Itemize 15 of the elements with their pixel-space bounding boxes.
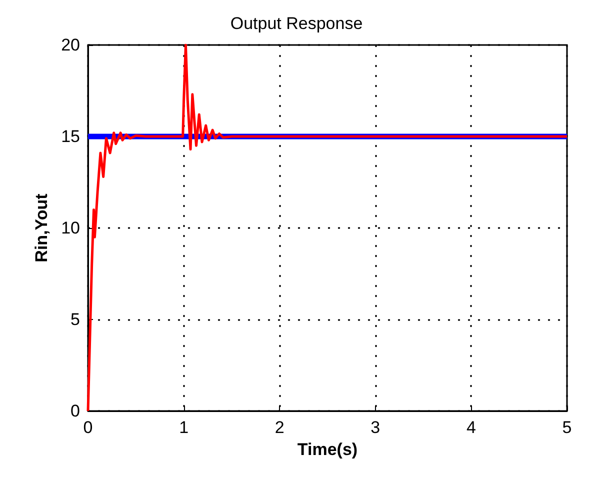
x-tick-label: 1 <box>179 418 189 437</box>
y-tick-label: 15 <box>61 127 80 146</box>
x-axis-title: Time(s) <box>297 440 358 459</box>
x-tick-label: 0 <box>83 418 93 437</box>
x-tick-label: 4 <box>466 418 476 437</box>
x-tick-label: 3 <box>370 418 380 437</box>
y-tick-label: 5 <box>70 310 80 329</box>
line-series <box>86 44 568 412</box>
y-tick-label: 10 <box>61 218 80 238</box>
x-tick-label: 2 <box>274 418 284 437</box>
y-axis-title: Rin,Yout <box>32 193 52 262</box>
y-tick-label: 20 <box>61 36 80 54</box>
x-tick-label: 5 <box>562 418 572 437</box>
chart-title: Output Response <box>230 14 363 33</box>
y-tick-label: 0 <box>70 402 80 420</box>
